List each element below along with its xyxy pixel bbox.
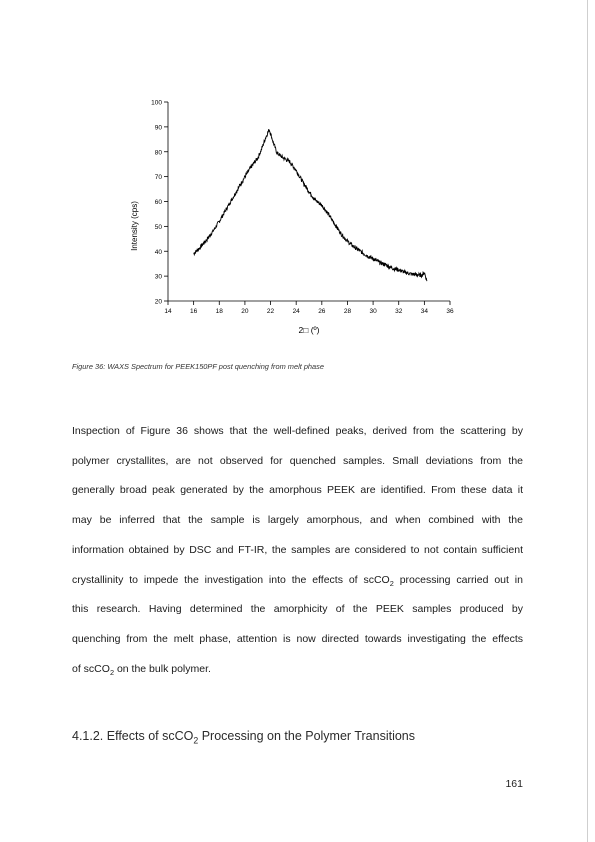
paragraph-line: this research. Having determined the amo…: [72, 603, 523, 616]
subscript: 2: [193, 735, 199, 746]
x-tick-label: 24: [293, 308, 301, 315]
text-run: on the bulk polymer.: [114, 662, 211, 675]
paragraph-line: quenching from the melt phase, attention…: [72, 632, 523, 645]
x-tick-label: 14: [164, 308, 172, 315]
body-paragraph: Inspection of Figure 36 shows that the w…: [72, 417, 523, 684]
x-tick-label: 16: [190, 308, 198, 315]
text-run: of scCO: [72, 662, 110, 675]
paragraph-line: generally broad peak generated by the am…: [72, 484, 523, 497]
x-tick-label: 22: [267, 308, 275, 315]
y-tick-label: 70: [155, 174, 163, 181]
x-tick-label: 26: [318, 308, 326, 315]
y-tick-label: 80: [155, 149, 163, 156]
subscript: 2: [389, 578, 394, 588]
y-tick-label: 50: [155, 224, 163, 231]
paragraph-line: crystallinity to impede the investigatio…: [72, 566, 523, 596]
y-axis-label: Intensity (cps): [130, 201, 139, 251]
paragraph-line: polymer crystallites, are not observed f…: [72, 454, 523, 467]
paragraph-line: information obtained by DSC and FT-IR, t…: [72, 543, 523, 556]
text-run: 4.1.2. Effects of scCO: [72, 729, 194, 743]
y-tick-label: 40: [155, 249, 163, 256]
paragraph-line: of scCO2 on the bulk polymer.: [72, 655, 523, 685]
waxs-chart-svg: 20 30 40 50 60 70 80 90 100 14 16 18 20 22 24 26 28 30 32 3…: [130, 100, 454, 336]
x-tick-label: 32: [395, 308, 403, 315]
x-tick-label: 28: [344, 308, 352, 315]
text-run: Processing on the Polymer Transitions: [198, 729, 416, 743]
page-number: 161: [505, 778, 523, 790]
text-run: crystallinity to impede the investigatio…: [72, 573, 390, 586]
y-tick-label: 100: [151, 100, 162, 107]
y-tick-label: 20: [155, 299, 163, 306]
y-tick-label: 30: [155, 274, 163, 281]
chart-axes: 20 30 40 50 60 70 80 90 100 14 16 18 20 22 24 26 28 30 32 3…: [151, 100, 454, 316]
text-run: processing carried out in: [393, 573, 523, 586]
waxs-chart: 20 30 40 50 60 70 80 90 100 14 16 18 20 22 24 26 28 30 32 3…: [125, 92, 465, 342]
paragraph-line: may be inferred that the sample is large…: [72, 514, 523, 527]
x-tick-label: 30: [369, 308, 377, 315]
waxs-series-line: [193, 129, 428, 282]
x-tick-label: 20: [241, 308, 249, 315]
x-tick-label: 34: [421, 308, 429, 315]
section-heading: 4.1.2. Effects of scCO2 Processing on th…: [72, 729, 416, 746]
figure-caption: Figure 36: WAXS Spectrum for PEEK150PF p…: [72, 362, 324, 371]
subscript: 2: [109, 667, 115, 677]
page-edge-rule: [587, 0, 588, 842]
x-axis-label: 2□ (º): [299, 325, 320, 335]
x-tick-label: 36: [446, 308, 454, 315]
x-tick-label: 18: [216, 308, 224, 315]
y-tick-label: 90: [155, 124, 163, 131]
y-tick-label: 60: [155, 199, 163, 206]
paragraph-line: Inspection of Figure 36 shows that the w…: [72, 425, 523, 437]
